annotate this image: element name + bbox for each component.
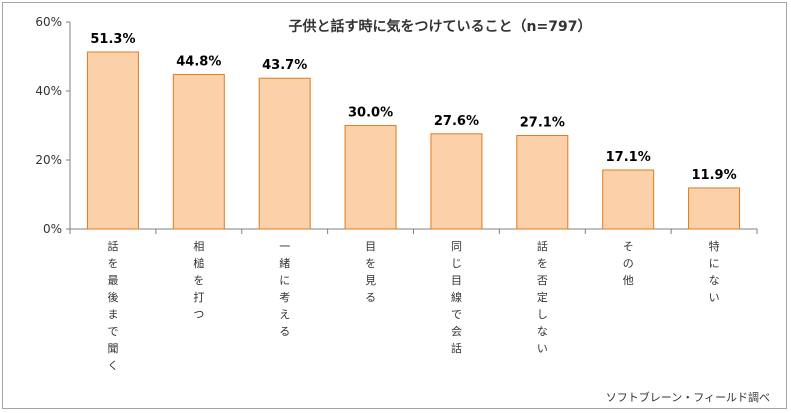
y-tick-label: 60% bbox=[35, 15, 62, 29]
data-label: 44.8% bbox=[176, 54, 221, 69]
bar bbox=[688, 187, 741, 230]
x-tick-label: 一緒に考える bbox=[279, 240, 290, 338]
chart-title: 子供と話す時に気をつけていること（n=797） bbox=[289, 18, 592, 35]
y-tick-label: 20% bbox=[35, 153, 62, 167]
bar bbox=[86, 51, 139, 230]
data-label: 11.9% bbox=[692, 168, 737, 183]
data-label: 30.0% bbox=[348, 106, 393, 121]
data-label: 43.7% bbox=[262, 58, 307, 73]
bar bbox=[258, 77, 311, 230]
bar bbox=[602, 169, 655, 230]
x-tick-label: 同じ目線で会話 bbox=[451, 240, 462, 355]
x-tick-label: 特にない bbox=[709, 239, 720, 304]
x-axis-labels: 話を最後まで聞く 相槌を打つ 一緒に考える 目を見る 同じ目線で会話 話を否定しない その他… bbox=[107, 239, 719, 372]
bar bbox=[344, 125, 397, 230]
value-labels: 51.3% 44.8% 43.7% 30.0% 27.6% 27.1% 17.1% 11.9% bbox=[90, 32, 736, 183]
bars bbox=[86, 51, 741, 230]
bar bbox=[430, 133, 483, 230]
data-label: 17.1% bbox=[606, 150, 651, 165]
x-tick-label: 話を最後まで聞く bbox=[107, 239, 118, 372]
y-tick-label: 40% bbox=[35, 84, 62, 98]
data-label: 51.3% bbox=[90, 32, 135, 47]
bar bbox=[172, 73, 225, 230]
x-tick-label: 目を見る bbox=[365, 240, 376, 304]
data-label: 27.1% bbox=[520, 116, 565, 131]
x-tick-label: 話を否定しない bbox=[537, 239, 548, 355]
data-label: 27.6% bbox=[434, 114, 479, 129]
x-tick-label: その他 bbox=[623, 240, 634, 287]
y-tick-label: 0% bbox=[43, 222, 62, 236]
x-tick-label: 相槌を打つ bbox=[193, 240, 204, 321]
bar bbox=[516, 135, 569, 230]
source-note: ソフトブレーン・フィールド調べ bbox=[606, 390, 770, 404]
